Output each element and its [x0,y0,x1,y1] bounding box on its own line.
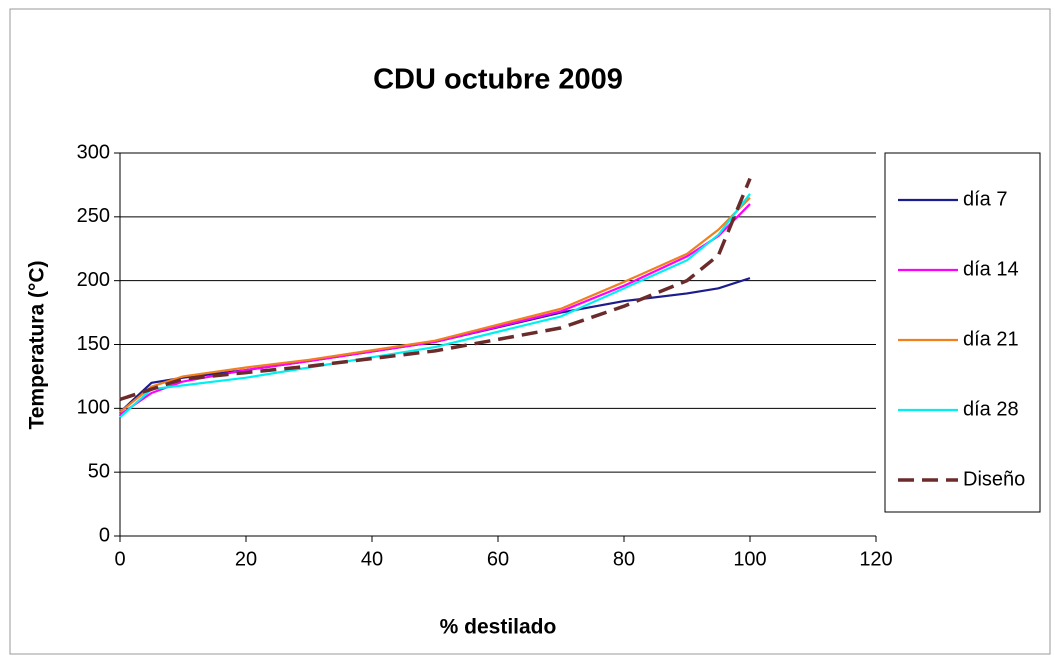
line-series [119,277,751,413]
x-axis-title: % destilado [440,616,557,639]
x-tick-label: 40 [361,548,383,570]
line-series [119,193,751,419]
x-tick-label: 20 [235,548,257,570]
y-tick-label: 250 [77,205,110,227]
x-tick-label: 120 [859,548,892,570]
y-tick-label: 150 [77,333,110,355]
y-tick-label: 100 [77,397,110,419]
x-tick-label: 0 [114,548,125,570]
x-tick-label: 60 [487,548,509,570]
y-tick-label: 300 [77,141,110,163]
line-series [119,203,751,416]
legend-label: día 14 [963,258,1019,280]
y-tick-label: 50 [88,460,110,482]
y-tick-label: 0 [99,524,110,546]
legend-label: Diseño [963,468,1025,490]
chart-border [9,8,1051,655]
y-axis-title: Temperatura (°C) [26,260,49,429]
line-series [119,177,752,402]
line-series [119,196,751,414]
legend-box [884,152,1041,513]
chart-title: CDU octubre 2009 [373,64,623,96]
legend-label: día 7 [963,188,1007,210]
x-tick-label: 100 [733,548,766,570]
x-tick-label: 80 [613,548,635,570]
legend-label: día 21 [963,328,1019,350]
legend-label: día 28 [963,398,1019,420]
y-tick-label: 200 [77,269,110,291]
